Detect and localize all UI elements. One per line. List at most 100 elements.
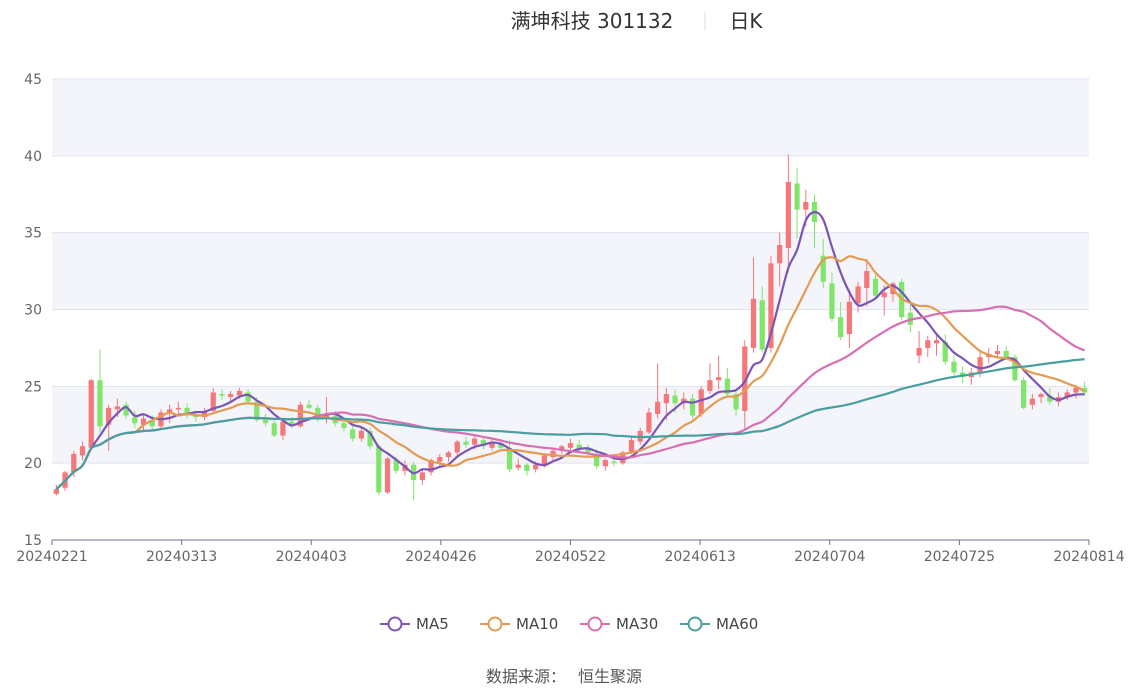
- candle: [524, 463, 530, 476]
- y-tick-label: 15: [24, 533, 42, 549]
- legend-label: MA5: [416, 615, 449, 633]
- candle-body: [498, 443, 504, 448]
- x-tick-label: 20240814: [1053, 549, 1124, 565]
- legend-marker: [587, 616, 603, 632]
- y-tick-label: 40: [24, 149, 42, 165]
- legend-marker: [487, 616, 503, 632]
- candle-body: [315, 407, 321, 419]
- legend[interactable]: MA5 MA10 MA30 MA60: [380, 615, 758, 633]
- x-tick-label: 20240313: [146, 549, 217, 565]
- candle: [864, 258, 870, 307]
- candle-body: [925, 340, 931, 348]
- candle: [367, 427, 373, 450]
- y-tick-label: 20: [24, 456, 42, 472]
- candle-body: [428, 460, 434, 473]
- candle: [777, 232, 783, 287]
- y-tick-label: 35: [24, 226, 42, 242]
- candle-body: [175, 407, 181, 410]
- candle-body: [716, 377, 722, 381]
- candle: [750, 257, 757, 353]
- candle: [951, 355, 957, 376]
- candle-body: [515, 464, 521, 468]
- candle-body: [1012, 357, 1018, 381]
- candle-body: [262, 418, 269, 424]
- candle-body: [1003, 350, 1009, 358]
- chart-title: 满坤科技 301132 日K: [511, 9, 764, 33]
- candle-body: [79, 446, 86, 456]
- candle-body: [1064, 392, 1070, 398]
- candle-body: [306, 404, 312, 408]
- candle: [820, 238, 826, 288]
- candle: [576, 440, 582, 453]
- candle-body: [393, 460, 399, 471]
- candle-body: [733, 394, 739, 410]
- legend-item-ma60[interactable]: MA60: [680, 615, 758, 633]
- candle-body: [567, 443, 574, 448]
- candle-body: [594, 453, 600, 467]
- candle-body: [533, 464, 539, 470]
- legend-item-ma30[interactable]: MA30: [580, 615, 658, 633]
- candle: [140, 413, 147, 433]
- candle: [846, 289, 852, 348]
- legend-item-ma10[interactable]: MA10: [480, 615, 558, 633]
- x-tick-label: 20240403: [276, 549, 347, 565]
- candle-body: [576, 444, 582, 450]
- candle-body: [829, 283, 835, 319]
- candle: [724, 367, 730, 398]
- candle-body: [672, 395, 678, 404]
- candle: [838, 301, 844, 341]
- candle-body: [628, 440, 635, 453]
- candle: [480, 437, 486, 450]
- candle: [88, 378, 94, 450]
- plot-band: [52, 232, 1089, 310]
- candle-body: [524, 464, 530, 471]
- candle-body: [114, 406, 120, 410]
- candle: [384, 457, 391, 494]
- candle-body: [803, 201, 809, 210]
- candle-body: [951, 361, 957, 373]
- moving-average-lines: [55, 210, 1086, 491]
- candle: [445, 450, 452, 462]
- candle-body: [994, 350, 1001, 355]
- candle-body: [297, 404, 303, 427]
- candle: [829, 272, 835, 322]
- legend-item-ma5[interactable]: MA5: [380, 615, 449, 633]
- candle-body: [541, 455, 547, 467]
- candle-body: [358, 430, 364, 439]
- candle: [184, 403, 190, 419]
- candle: [646, 407, 652, 434]
- candle-body: [846, 301, 852, 335]
- candle: [489, 438, 495, 451]
- candle: [1021, 377, 1027, 410]
- candle-body: [506, 447, 513, 470]
- candle-body: [611, 461, 617, 464]
- candle: [219, 389, 225, 401]
- candle-body: [463, 441, 469, 445]
- candle: [175, 401, 181, 414]
- candle-body: [201, 410, 208, 418]
- y-tick-label: 25: [24, 379, 42, 395]
- ma10-line: [55, 255, 1086, 491]
- candle: [53, 484, 59, 496]
- candle: [271, 420, 277, 438]
- candle: [306, 400, 312, 410]
- candle: [463, 437, 469, 448]
- source-label: 数据来源：: [486, 667, 566, 686]
- candle: [733, 389, 739, 416]
- candle-body: [472, 438, 478, 445]
- candle-body: [236, 390, 242, 396]
- candle-body: [123, 404, 129, 416]
- candle-body: [689, 398, 696, 416]
- candle: [358, 427, 364, 442]
- candle-body: [140, 418, 147, 425]
- candle-body: [437, 457, 443, 462]
- candle-body: [1021, 380, 1027, 408]
- candle: [602, 458, 608, 471]
- candle-body: [184, 407, 190, 414]
- candle-body: [71, 453, 77, 473]
- candle-body: [602, 460, 608, 467]
- candle-body: [245, 392, 251, 402]
- candle-body: [777, 244, 783, 264]
- candle: [933, 332, 940, 356]
- candle-body: [97, 380, 103, 427]
